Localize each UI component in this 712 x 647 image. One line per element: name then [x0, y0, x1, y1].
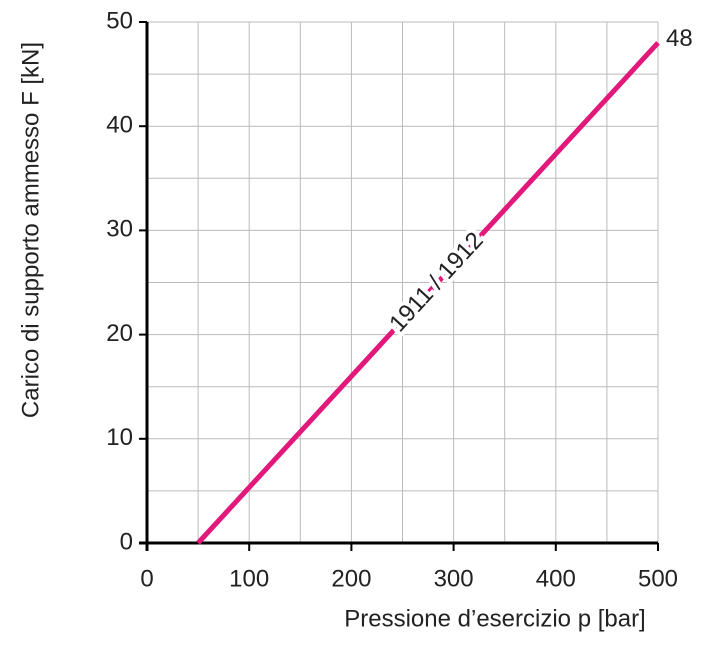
- y-tick-label: 20: [106, 320, 133, 347]
- y-tick-label: 40: [106, 112, 133, 139]
- x-tick-label: 0: [140, 565, 153, 592]
- line: [196, 41, 660, 545]
- x-tick-label: 400: [536, 565, 576, 592]
- data-label: 48: [666, 25, 693, 52]
- y-axis-label: Carico di supporto ammesso F [kN]: [17, 42, 44, 418]
- y-tick-label: 50: [106, 7, 133, 34]
- x-axis-label: Pressione d’esercizio p [bar]: [344, 605, 645, 632]
- x-tick-label: 500: [638, 565, 678, 592]
- x-tick-label: 100: [229, 565, 269, 592]
- x-tick-label: 300: [434, 565, 474, 592]
- x-tick-label: 200: [331, 565, 371, 592]
- y-tick-label: 0: [120, 528, 133, 555]
- y-tick-label: 10: [106, 424, 133, 451]
- y-tick-label: 30: [106, 216, 133, 243]
